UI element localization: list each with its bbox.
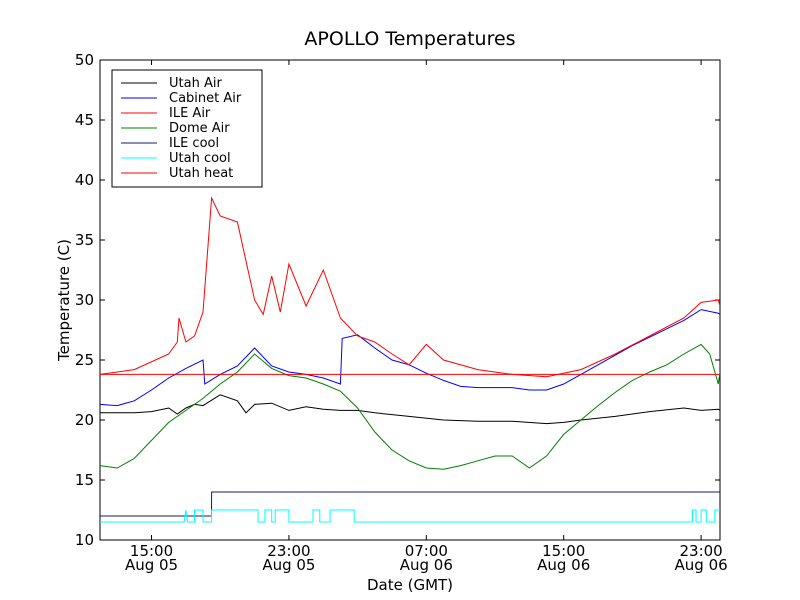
legend-label: ILE cool [169,136,219,151]
x-tick-time-label: 23:00 [679,542,722,560]
legend-label: Dome Air [169,121,230,136]
chart-title: APOLLO Temperatures [304,28,515,50]
x-tick-date-label: Aug 05 [262,556,315,574]
series-line-utah-cool [100,509,720,523]
y-tick-label: 50 [75,51,94,69]
y-tick-label: 25 [75,351,94,369]
series-line-ile-air [100,196,720,378]
x-axis-label: Date (GMT) [367,576,453,594]
y-tick-label: 45 [75,111,94,129]
x-tick-time-label: 07:00 [405,542,448,560]
y-tick-label: 20 [75,411,94,429]
y-tick-label: 40 [75,171,94,189]
y-tick-label: 35 [75,231,94,249]
x-tick-date-label: Aug 05 [125,556,178,574]
series-line-utah-air [100,394,720,425]
x-tick-time-label: 15:00 [130,542,173,560]
legend-label: Utah cool [169,151,231,166]
y-axis-label: Temperature (C) [55,239,73,362]
legend-label: Cabinet Air [169,91,242,106]
x-tick-date-label: Aug 06 [400,556,453,574]
series-layer [100,196,720,523]
series-line-ile-cool [100,491,720,517]
x-tick-date-label: Aug 06 [675,556,728,574]
y-tick-label: 10 [75,531,94,549]
x-tick-date-label: Aug 06 [537,556,590,574]
x-tick-time-label: 15:00 [542,542,585,560]
x-tick-time-label: 23:00 [267,542,310,560]
legend-label: Utah heat [169,166,233,181]
series-line-cabinet-air [100,309,720,407]
y-tick-label: 30 [75,291,94,309]
y-tick-label: 15 [75,471,94,489]
legend-label: ILE Air [169,106,211,121]
legend-label: Utah Air [169,76,222,91]
